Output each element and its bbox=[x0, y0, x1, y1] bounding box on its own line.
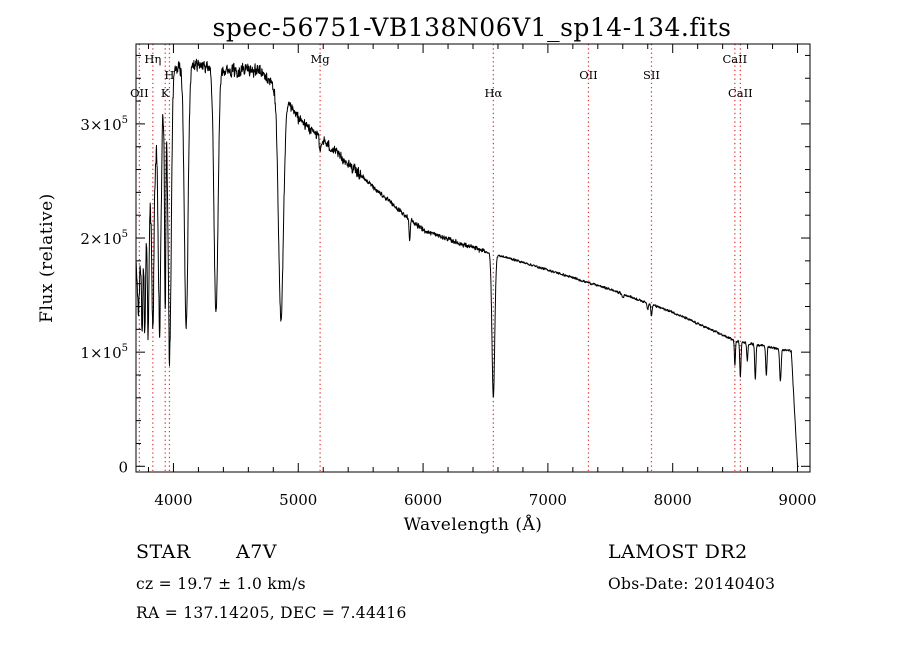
y-tick-label: 2×105 bbox=[80, 229, 128, 248]
x-tick-label: 8000 bbox=[654, 491, 692, 509]
plot-frame bbox=[135, 43, 811, 473]
line-label-oii-7325: OII bbox=[579, 68, 598, 82]
observation-date: Obs-Date: 20140403 bbox=[608, 575, 776, 593]
line-label-h: H bbox=[164, 68, 174, 82]
coordinates: RA = 137.14205, DEC = 7.44416 bbox=[136, 604, 407, 622]
redshift-velocity: cz = 19.7 ± 1.0 km/s bbox=[136, 575, 306, 593]
x-axis-label: Wavelength (Å) bbox=[404, 514, 543, 535]
object-type: STAR bbox=[136, 541, 191, 563]
x-tick-label: 9000 bbox=[778, 491, 816, 509]
spectrum-line bbox=[135, 58, 799, 467]
line-label-caii-8542: CaII bbox=[728, 86, 753, 100]
survey-label: LAMOST DR2 bbox=[608, 541, 748, 563]
chart-title: spec-56751-VB138N06V1_sp14-134.fits bbox=[213, 13, 732, 42]
x-tick-label: 5000 bbox=[279, 491, 317, 509]
line-label-h-alpha: Hα bbox=[484, 86, 502, 100]
y-tick-label: 3×105 bbox=[80, 115, 128, 134]
emission-line-markers: OII Hη KH Mg Hα OII SII CaII CaII bbox=[130, 44, 753, 472]
line-label-oii: OII bbox=[130, 86, 149, 100]
spectral-subclass: A7V bbox=[236, 541, 278, 563]
x-tick-label: 6000 bbox=[404, 491, 442, 509]
x-tick-label: 7000 bbox=[529, 491, 567, 509]
y-axis-label: Flux (relative) bbox=[37, 193, 57, 323]
y-tick-label: 1×105 bbox=[80, 343, 128, 362]
axis-ticks: 4000 5000 6000 7000 8000 9000 0 1×105 2×105 3×105 bbox=[80, 44, 817, 509]
line-label-h-eta: Hη bbox=[144, 52, 161, 66]
line-label-sii: SII bbox=[643, 68, 660, 82]
line-label-k: K bbox=[161, 86, 170, 100]
line-label-caii-8498: CaII bbox=[722, 52, 747, 66]
x-tick-label: 4000 bbox=[154, 491, 192, 509]
line-label-mg: Mg bbox=[311, 52, 331, 66]
y-tick-label: 0 bbox=[118, 458, 128, 476]
